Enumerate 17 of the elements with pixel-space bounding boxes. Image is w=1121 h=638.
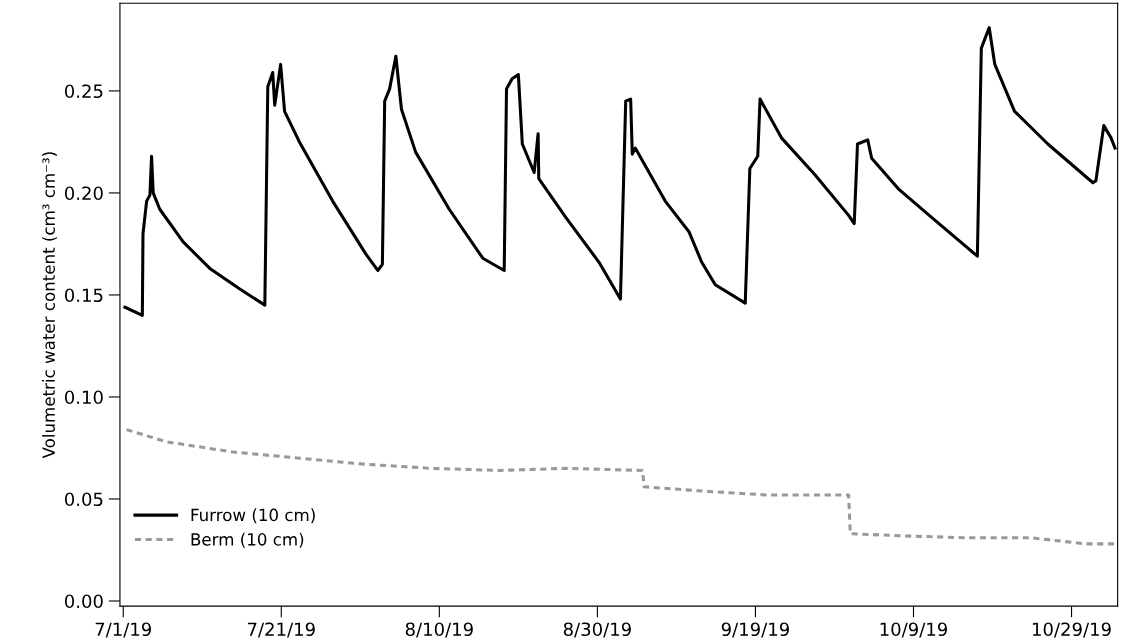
x-tick-label: 7/21/19: [247, 622, 315, 638]
x-tick-label: 10/9/19: [880, 622, 948, 638]
y-axis-title: Volumetric water content (cm³ cm⁻³): [42, 152, 57, 459]
x-tick-label: 8/10/19: [405, 622, 473, 638]
x-tick-label: 8/30/19: [563, 622, 631, 638]
y-tick-label: 0.00: [64, 594, 103, 609]
legend-label: Furrow (10 cm): [191, 508, 315, 524]
legend-label: Berm (10 cm): [191, 532, 304, 548]
y-tick-label: 0.15: [64, 288, 103, 303]
x-tick-label: 7/1/19: [95, 622, 152, 638]
x-tick-label: 9/19/19: [721, 622, 789, 638]
y-tick-label: 0.20: [64, 186, 103, 201]
y-tick-label: 0.25: [64, 84, 103, 99]
y-tick-label: 0.10: [64, 390, 103, 405]
line-series: [125, 428, 1117, 546]
x-tick-label: 10/29/19: [1032, 622, 1111, 638]
y-tick-label: 0.05: [64, 492, 103, 507]
